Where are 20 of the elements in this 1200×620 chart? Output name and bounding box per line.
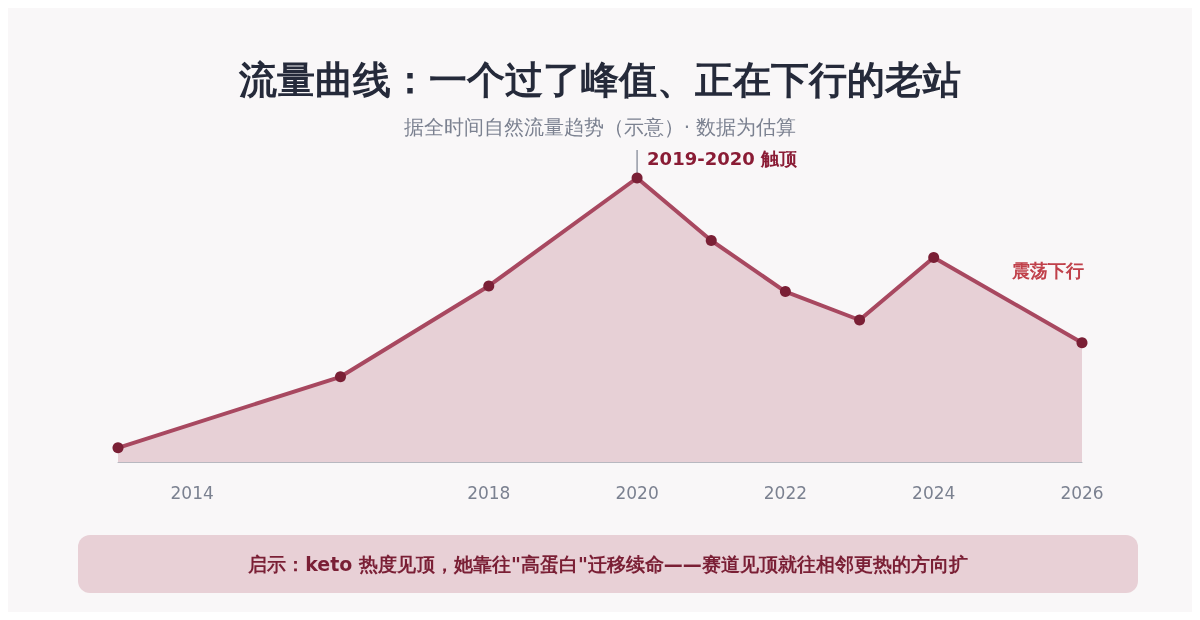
point xyxy=(483,280,495,292)
x-tick-label: 2024 xyxy=(912,482,956,503)
x-tick-label: 2018 xyxy=(467,482,511,503)
point xyxy=(631,172,643,184)
annotation: 2019-2020 触顶 xyxy=(647,147,799,169)
annotation: 震荡下行 xyxy=(1011,259,1084,281)
point xyxy=(334,371,346,383)
point xyxy=(928,252,940,264)
point xyxy=(112,442,124,454)
x-tick-label: 2020 xyxy=(615,482,659,503)
chart-subtitle: 据全时间自然流量趋势（示意）· 数据为估算 xyxy=(403,115,797,139)
point xyxy=(1076,337,1088,349)
point xyxy=(705,234,717,246)
point xyxy=(779,286,791,298)
x-tick-label: 2014 xyxy=(170,482,214,503)
point xyxy=(854,314,866,326)
x-tick-label: 2026 xyxy=(1060,482,1104,503)
text: 启示：keto 热度见顶，她靠往"高蛋白"迁移续命——赛道见顶就往相邻更热的方向扩 xyxy=(247,553,968,575)
x-tick-label: 2022 xyxy=(763,482,808,503)
chart-title: 流量曲线：一个过了峰值、正在下行的老站 xyxy=(238,58,961,102)
